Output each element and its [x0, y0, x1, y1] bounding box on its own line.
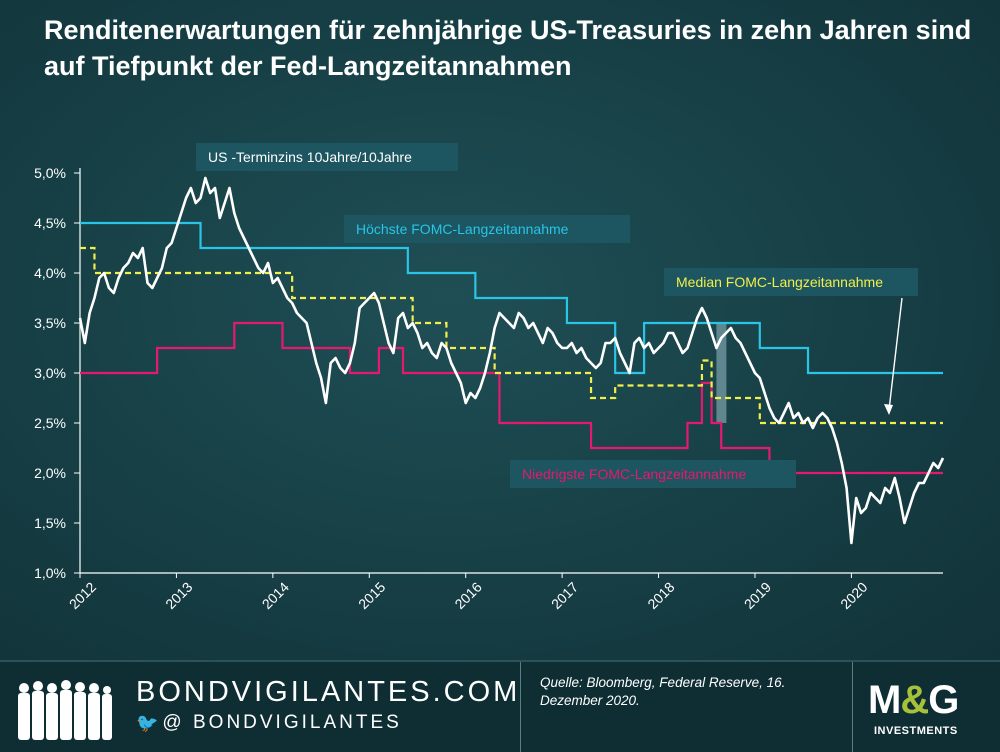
annotation-label-lowest: Niedrigste FOMC-Langzeitannahme — [522, 466, 746, 482]
footer-divider — [520, 662, 521, 752]
x-tick-label: 2015 — [355, 579, 388, 612]
y-tick-label: 1,0% — [34, 565, 66, 581]
annotation-box-highest — [344, 215, 630, 243]
mg-logo: M&G INVESTMENTS — [868, 678, 986, 748]
annotation-arrowhead — [884, 404, 893, 415]
y-tick-label: 4,0% — [34, 265, 66, 281]
x-tick-label: 2019 — [741, 579, 774, 612]
y-tick-label: 1,5% — [34, 515, 66, 531]
x-tick-label: 2020 — [837, 579, 870, 612]
x-tick-label: 2014 — [259, 579, 292, 612]
y-tick-label: 2,0% — [34, 465, 66, 481]
y-tick-label: 5,0% — [34, 165, 66, 181]
source-note: Quelle: Bloomberg, Federal Reserve, 16. … — [540, 675, 786, 708]
x-tick-label: 2013 — [162, 579, 195, 612]
footer-bar: BONDVIGILANTES.COM 🐦 @ BONDVIGILANTES Qu… — [0, 660, 1000, 752]
annotation-arrow — [888, 297, 903, 411]
social-handle-text: @ BONDVIGILANTES — [162, 712, 402, 733]
series-line-forward — [78, 176, 945, 545]
series-line-highest — [80, 221, 943, 375]
annotation-box-lowest — [510, 460, 796, 488]
series-line-median — [80, 246, 943, 425]
series-layer — [78, 176, 945, 545]
y-tick-label: 4,5% — [34, 215, 66, 231]
highlight-band — [716, 323, 727, 423]
footer-divider — [852, 662, 853, 752]
annotation-label-highest: Höchste FOMC-Langzeitannahme — [356, 221, 569, 237]
logo-text: M&G — [868, 678, 959, 722]
twitter-icon: 🐦 — [136, 712, 159, 733]
annotation-box-forward — [196, 143, 458, 171]
annotation-label-forward: US -Terminzins 10Jahre/10Jahre — [208, 149, 412, 165]
label-layer: US -Terminzins 10Jahre/10Jahre Höchste FO… — [196, 143, 918, 488]
site-name[interactable]: BONDVIGILANTES.COM — [136, 676, 521, 708]
annotation-box-median — [664, 268, 918, 296]
y-tick-label: 3,5% — [34, 315, 66, 331]
chart-background — [0, 0, 1000, 660]
x-tick-label: 2016 — [451, 579, 484, 612]
x-tick-label: 2017 — [548, 579, 581, 612]
x-tick-label: 2018 — [644, 579, 677, 612]
team-silhouettes-icon — [18, 680, 112, 740]
annotation-label-median: Median FOMC-Langzeitannahme — [676, 274, 883, 290]
logo-subtext: INVESTMENTS — [874, 725, 958, 737]
y-tick-label: 3,0% — [34, 365, 66, 381]
series-line-lowest — [80, 321, 943, 475]
y-tick-label: 2,5% — [34, 415, 66, 431]
x-tick-label: 2012 — [66, 579, 99, 612]
social-handle[interactable]: 🐦 @ BONDVIGILANTES — [136, 712, 402, 734]
chart-title: Renditenerwartungen für zehnjährige US-T… — [44, 15, 972, 81]
line-chart: 1,0% 1,5% 2,0% 2,5% 3,0% 3,5% 4,0% 4,5% 5,0% 2012… — [34, 143, 945, 612]
